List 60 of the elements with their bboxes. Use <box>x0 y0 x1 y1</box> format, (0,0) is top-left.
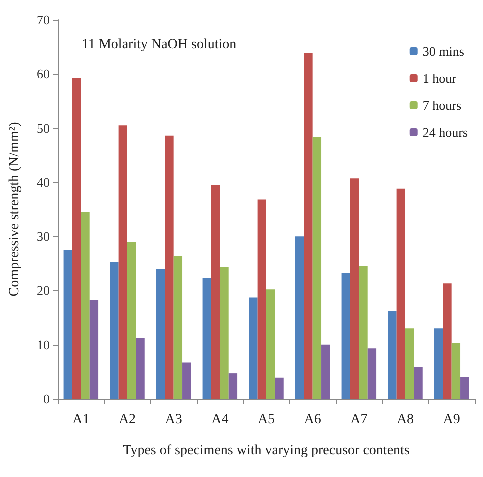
bar <box>452 343 461 399</box>
bar <box>202 278 212 399</box>
bar <box>182 362 192 399</box>
bar <box>165 136 174 399</box>
bar <box>174 256 183 399</box>
y-tick-label: 60 <box>37 66 50 82</box>
x-tick-label: A3 <box>165 412 182 428</box>
bar <box>258 200 266 399</box>
bar <box>406 328 414 399</box>
bar <box>443 284 452 399</box>
y-tick-label: 0 <box>44 392 50 406</box>
bar <box>342 273 350 399</box>
bar <box>295 236 304 399</box>
x-tick-label: A9 <box>443 412 460 428</box>
bar <box>211 185 220 399</box>
legend-label: 24 hours <box>422 125 468 140</box>
bar <box>249 298 258 399</box>
x-tick-label: A6 <box>304 412 322 428</box>
x-axis-title: Types of specimens with varying precusor contents <box>123 444 410 458</box>
bar <box>72 78 82 399</box>
bar <box>136 338 145 399</box>
legend-label: 30 mins <box>422 44 464 59</box>
y-tick-label: 50 <box>37 120 50 136</box>
bar <box>156 269 166 399</box>
y-tick-label: 30 <box>37 229 50 244</box>
bar <box>322 344 330 399</box>
bar <box>228 374 238 399</box>
legend-label: 1 hour <box>422 71 458 86</box>
bar <box>350 178 360 399</box>
x-tick-label: A5 <box>258 412 276 428</box>
x-tick-label: A4 <box>212 412 229 428</box>
bar <box>220 267 229 399</box>
bar <box>304 53 313 399</box>
annotation: 11 Molarity NaOH solution <box>82 38 237 52</box>
x-tick-label: A8 <box>396 412 414 428</box>
bar <box>396 188 406 399</box>
bar <box>275 378 284 399</box>
y-tick-label: 40 <box>37 174 50 190</box>
bar <box>460 377 470 399</box>
x-tick-label: A7 <box>350 412 368 428</box>
bar <box>81 212 90 399</box>
bar <box>266 290 276 399</box>
bar <box>118 126 128 399</box>
bar <box>388 311 397 399</box>
bar <box>312 137 322 399</box>
x-tick-label: A2 <box>118 412 136 428</box>
bar <box>90 300 99 399</box>
bar <box>110 262 119 399</box>
bar <box>128 242 136 399</box>
bar <box>414 367 423 399</box>
bar <box>434 328 444 399</box>
y-tick-label: 20 <box>37 283 50 298</box>
legend-label: 7 hours <box>422 98 462 113</box>
bar <box>64 250 72 399</box>
y-axis-title: Compressive strength (N/mm²) <box>8 122 22 297</box>
bar <box>359 266 368 399</box>
y-tick-label: 10 <box>37 337 50 352</box>
x-tick-label: A1 <box>72 412 90 428</box>
y-tick-label: 70 <box>37 12 50 28</box>
bar <box>368 348 377 399</box>
